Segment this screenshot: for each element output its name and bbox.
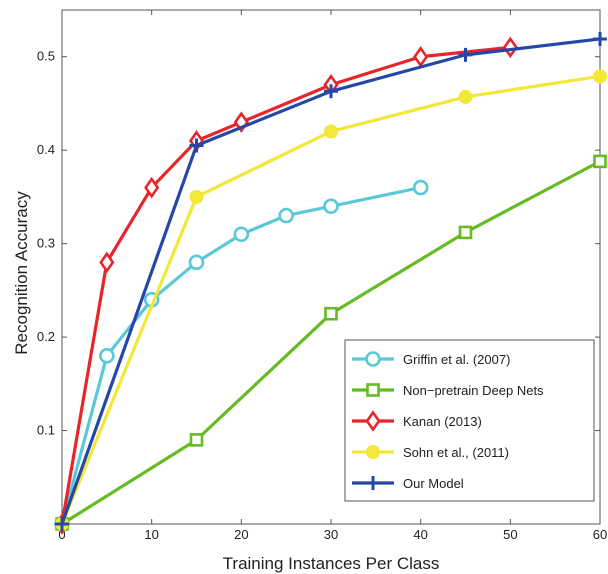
series-4 <box>55 31 607 531</box>
legend-marker <box>366 476 380 490</box>
legend-entry-2: Kanan (2013) <box>352 410 482 432</box>
x-tick-label: 60 <box>593 527 607 542</box>
legend: Griffin et al. (2007) Non−pretrain Deep N… <box>344 339 595 502</box>
y-tick-label: 0.2 <box>37 329 55 344</box>
x-tick-label: 10 <box>144 527 158 542</box>
data-point <box>233 111 249 133</box>
y-tick-label: 0.1 <box>37 423 55 438</box>
legend-marker <box>365 410 381 432</box>
data-point <box>593 154 607 169</box>
y-tick-label: 0.5 <box>37 49 55 64</box>
legend-label: Kanan (2013) <box>403 414 482 429</box>
series-layer <box>54 31 607 535</box>
data-point <box>458 89 473 104</box>
data-point <box>99 347 115 364</box>
data-point <box>412 179 429 196</box>
data-point <box>323 198 339 215</box>
legend-entry-3: Sohn et al., (2011) <box>352 445 509 460</box>
data-point <box>458 47 473 62</box>
x-tick-label: 20 <box>234 527 248 542</box>
legend-marker <box>366 383 380 397</box>
legend-label: Sohn et al., (2011) <box>403 445 509 460</box>
data-point <box>502 36 518 59</box>
x-tick-label: 40 <box>413 527 427 542</box>
data-point <box>144 176 160 199</box>
data-point <box>189 189 204 204</box>
legend-entry-4: Our Model <box>352 476 464 491</box>
legend-marker <box>365 351 381 367</box>
x-axis-label: Training Instances Per Class <box>223 554 440 573</box>
axis-ticks: 01020304050600.10.20.30.40.5 <box>37 10 607 542</box>
data-point <box>55 517 69 531</box>
legend-marker <box>366 445 380 459</box>
x-tick-label: 30 <box>324 527 338 542</box>
data-point <box>233 226 250 243</box>
data-point <box>593 69 607 84</box>
legend-entry-0: Griffin et al. (2007) <box>352 351 510 367</box>
data-point <box>413 45 429 68</box>
series-line <box>60 45 511 525</box>
data-point <box>593 31 607 46</box>
data-point <box>99 251 115 274</box>
legend-label: Griffin et al. (2007) <box>403 352 510 367</box>
data-point <box>189 433 204 447</box>
x-tick-label: 50 <box>503 527 517 542</box>
data-point <box>188 254 205 271</box>
data-point <box>458 225 473 240</box>
y-tick-label: 0.3 <box>37 236 55 251</box>
data-point <box>278 207 294 224</box>
data-point <box>324 84 338 99</box>
data-point <box>324 306 338 321</box>
data-point <box>189 138 204 153</box>
legend-label: Our Model <box>403 476 464 491</box>
data-point <box>324 124 338 139</box>
y-tick-label: 0.4 <box>37 142 55 157</box>
legend-label: Non−pretrain Deep Nets <box>403 383 544 398</box>
y-axis-label: Recognition Accuracy <box>12 191 31 355</box>
legend-entry-1: Non−pretrain Deep Nets <box>352 383 544 398</box>
